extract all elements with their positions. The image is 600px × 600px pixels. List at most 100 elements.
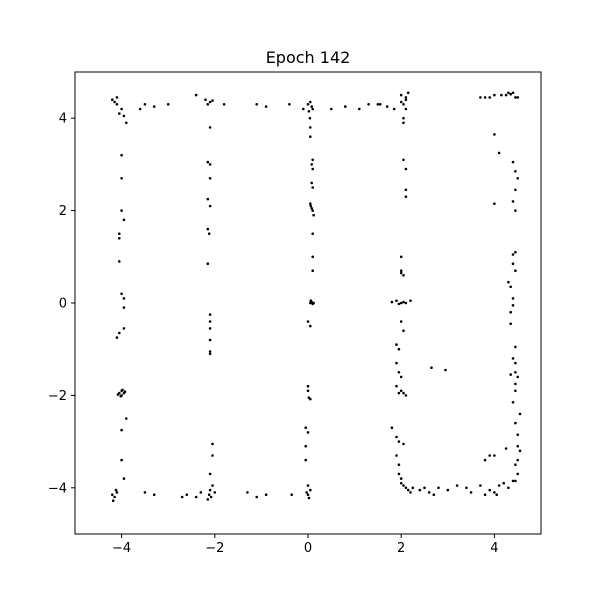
data-point [404, 107, 408, 111]
data-point [511, 160, 515, 164]
data-point [122, 477, 126, 480]
data-point [208, 126, 212, 129]
data-point [309, 397, 312, 401]
data-point [500, 93, 503, 97]
data-point [115, 96, 119, 99]
data-point [516, 444, 519, 448]
data-point [311, 158, 315, 162]
data-point [402, 274, 405, 277]
data-point [264, 493, 268, 497]
data-point [208, 163, 212, 166]
data-point [493, 491, 496, 494]
data-point [404, 301, 408, 305]
data-point [404, 486, 408, 490]
data-point [111, 499, 115, 503]
data-point [397, 391, 401, 395]
data-point [309, 324, 312, 328]
data-point [430, 366, 433, 370]
data-point [495, 493, 499, 497]
data-point [511, 253, 515, 256]
data-point [208, 320, 212, 323]
data-point [120, 458, 123, 462]
data-point [310, 207, 314, 210]
data-point [507, 91, 510, 95]
data-point [246, 491, 249, 494]
data-point [397, 302, 401, 306]
data-point [514, 209, 517, 212]
data-point [120, 428, 123, 432]
data-point [222, 103, 226, 106]
data-point [483, 458, 487, 462]
y-tick-label: −4 [48, 481, 67, 496]
data-point [385, 105, 389, 108]
data-point [395, 435, 398, 439]
data-point [309, 204, 313, 208]
data-point [479, 484, 482, 487]
data-point [208, 177, 212, 180]
data-point [514, 421, 517, 425]
data-point [488, 96, 492, 99]
data-point [208, 350, 212, 353]
data-point [118, 112, 121, 115]
data-point [185, 493, 189, 497]
data-point [123, 390, 127, 394]
data-point [311, 209, 315, 212]
data-point [213, 491, 217, 494]
y-tick-label: 4 [59, 112, 67, 127]
data-point [399, 477, 403, 480]
data-point [507, 280, 510, 284]
data-point [511, 262, 515, 266]
data-point [395, 454, 398, 457]
data-point [511, 357, 515, 360]
data-point [493, 454, 496, 457]
data-point [358, 107, 361, 111]
data-point [402, 121, 405, 125]
data-point [120, 292, 123, 296]
data-point [122, 327, 126, 330]
data-point [399, 269, 403, 273]
data-point [493, 133, 496, 136]
data-point [399, 301, 403, 305]
data-point [207, 232, 211, 235]
data-point [514, 389, 517, 393]
chart-title: Epoch 142 [266, 48, 351, 67]
data-point [378, 103, 382, 106]
data-point [395, 343, 398, 346]
data-point [120, 177, 123, 180]
data-point [311, 232, 315, 235]
points-layer [111, 91, 522, 503]
data-point [514, 250, 517, 254]
data-point [306, 484, 310, 487]
data-point [120, 209, 123, 212]
data-point [511, 479, 515, 483]
data-point [446, 488, 450, 492]
data-point [502, 481, 506, 485]
data-point [390, 300, 394, 304]
data-point [211, 454, 214, 457]
data-point [488, 454, 492, 457]
data-point [406, 488, 410, 492]
data-point [516, 177, 519, 180]
data-point [511, 304, 515, 307]
data-point [511, 297, 515, 300]
data-point [518, 412, 522, 416]
data-point [118, 260, 121, 263]
y-axis: −4 −2 0 2 4 [48, 112, 75, 496]
data-point [516, 433, 519, 437]
data-point [309, 100, 312, 104]
data-point [399, 389, 403, 393]
data-point [206, 103, 210, 106]
data-point [180, 495, 184, 499]
data-point [115, 336, 119, 339]
data-point [204, 98, 207, 101]
data-point [483, 493, 487, 497]
data-point [122, 114, 126, 118]
x-tick-label: −2 [205, 541, 224, 556]
data-point [255, 495, 258, 499]
data-point [309, 126, 312, 129]
data-point [120, 107, 123, 111]
data-point [211, 484, 214, 487]
data-point [399, 93, 403, 97]
data-point [402, 442, 405, 446]
data-point [397, 347, 401, 351]
